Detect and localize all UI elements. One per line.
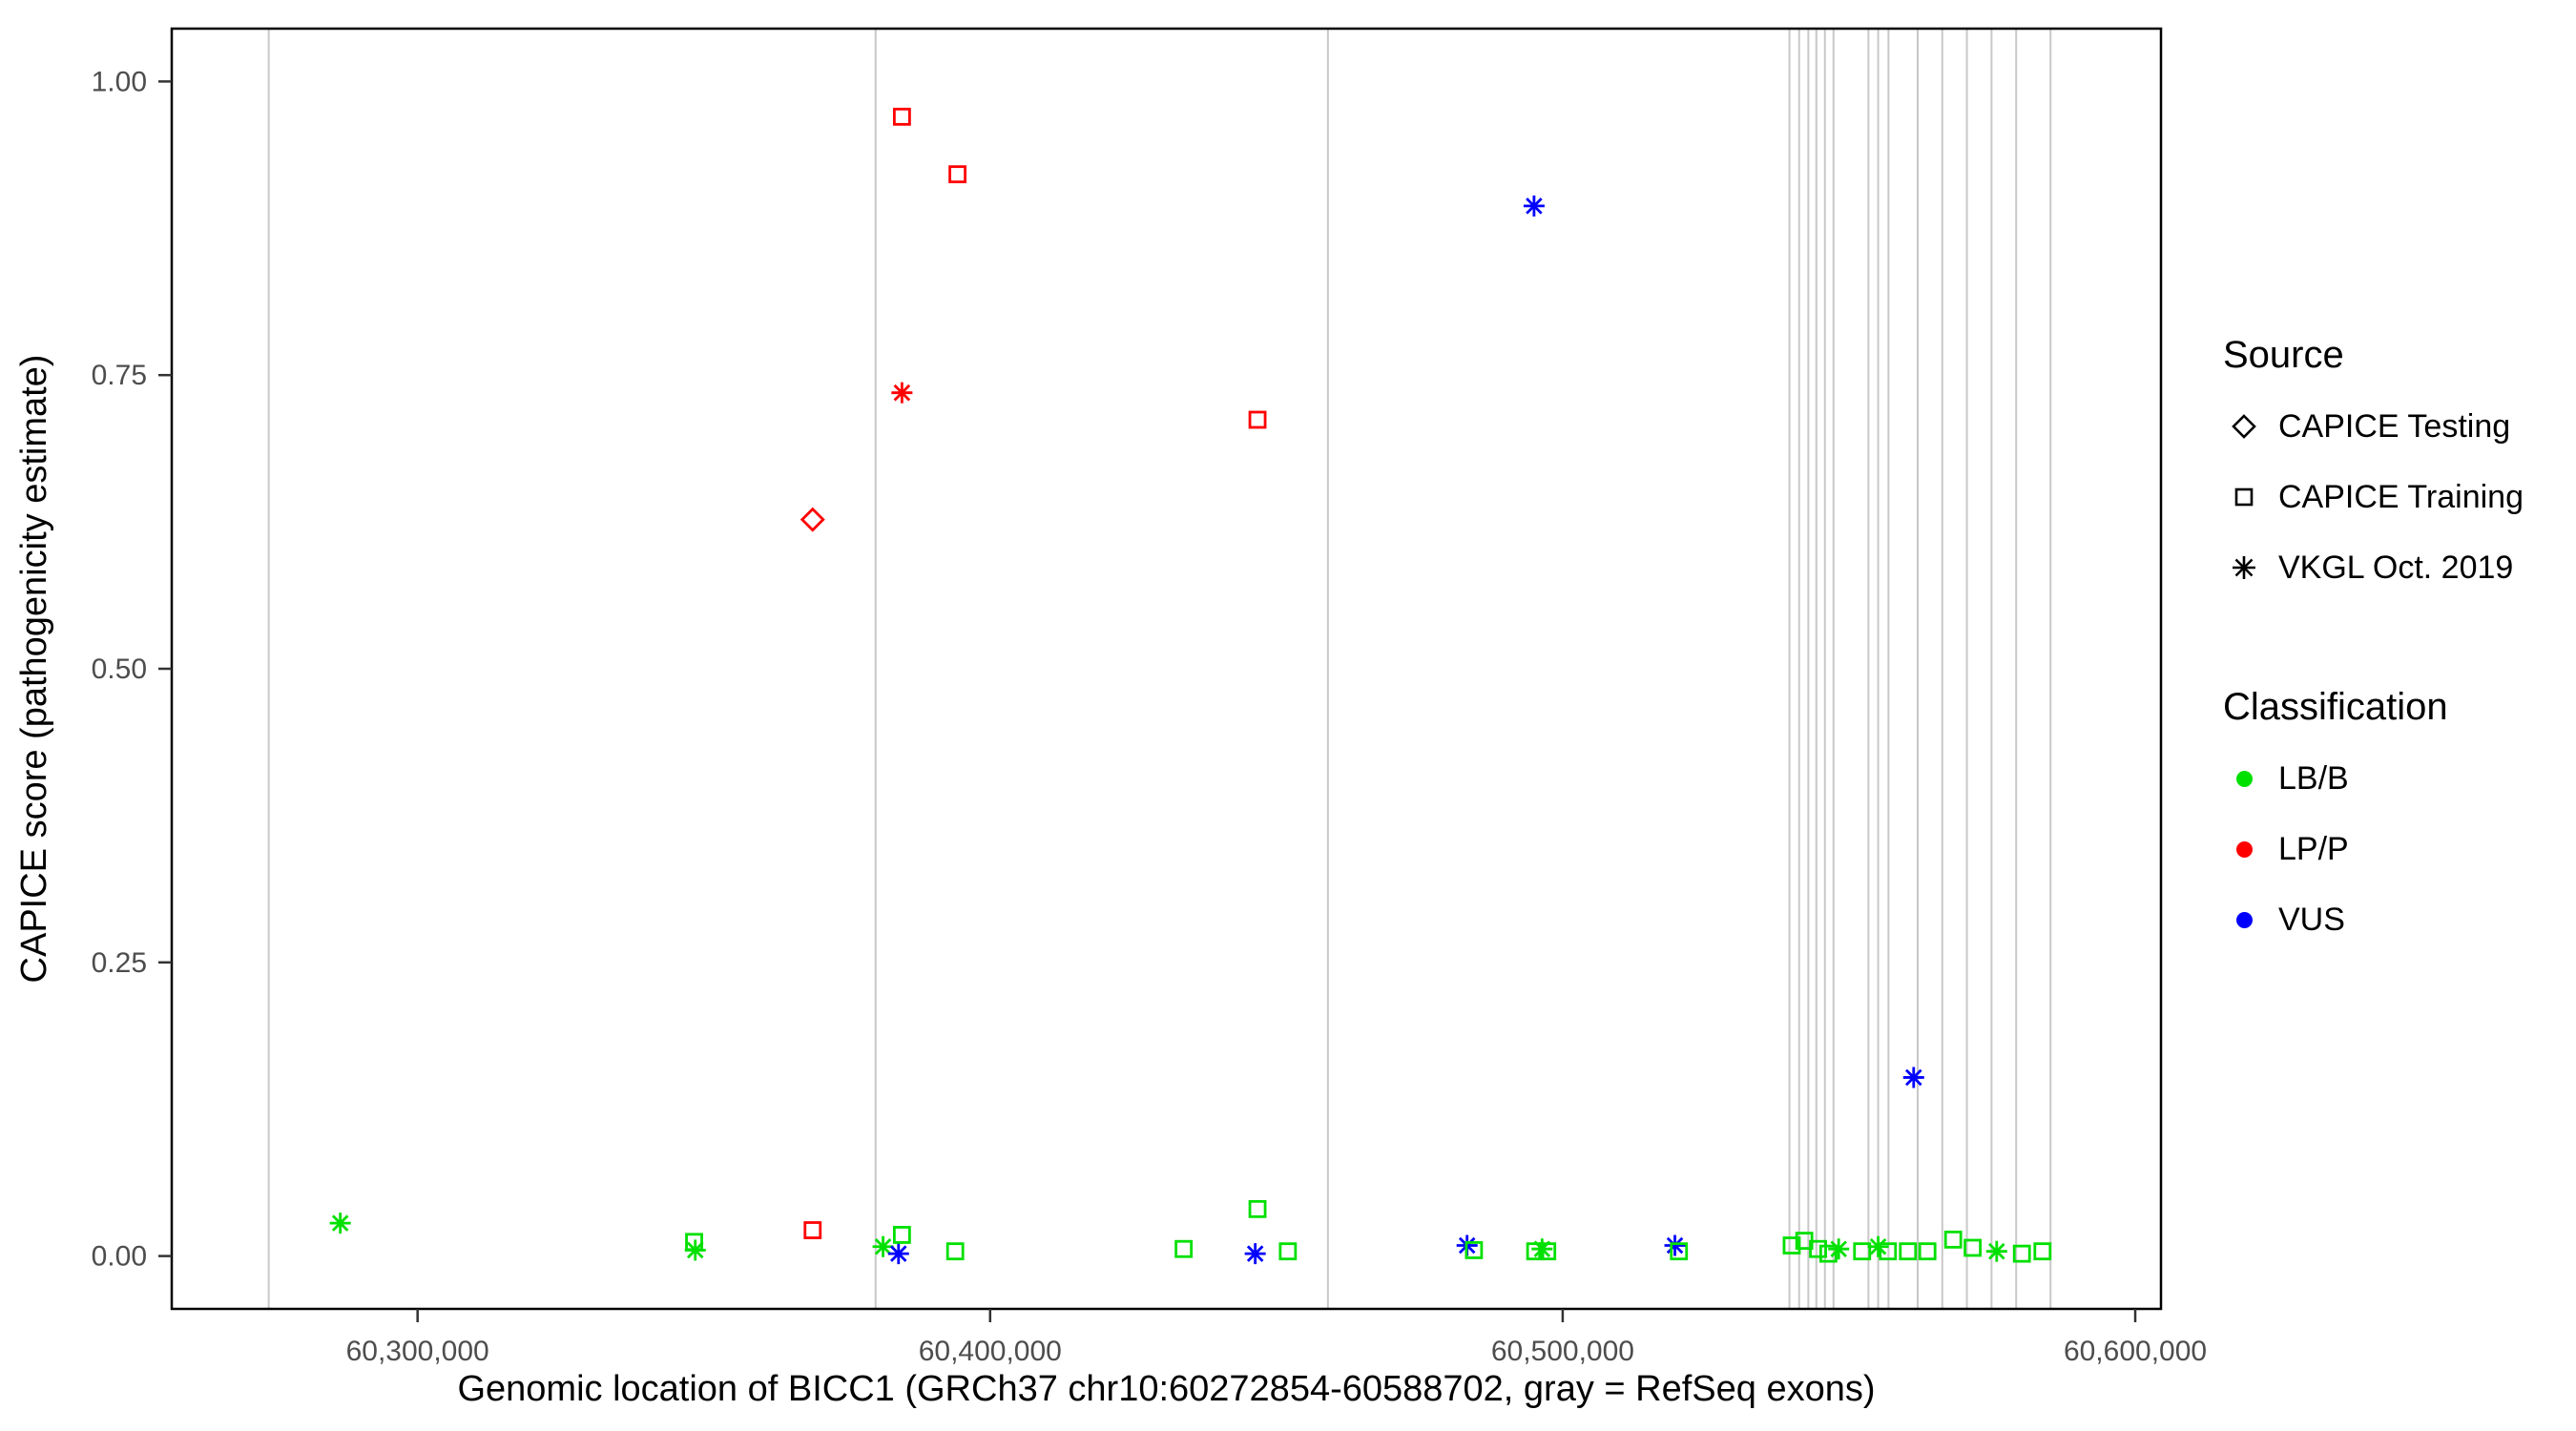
svg-text:CAPICE score (pathogenicity es: CAPICE score (pathogenicity estimate)	[14, 355, 54, 984]
svg-text:60,400,000: 60,400,000	[919, 1336, 1062, 1367]
legend-source-label: VKGL Oct. 2019	[2278, 549, 2514, 586]
legend-item-capice-training: CAPICE Training	[2223, 468, 2524, 526]
diamond-icon	[2223, 405, 2265, 447]
legend-classification-label: LB/B	[2278, 759, 2349, 797]
blue-dot-icon	[2223, 899, 2265, 941]
legend-item-vus: VUS	[2223, 891, 2524, 948]
red-dot-icon	[2223, 828, 2265, 870]
svg-text:Genomic location of BICC1 (GRC: Genomic location of BICC1 (GRCh37 chr10:…	[457, 1369, 1875, 1409]
legend-item-lpp: LP/P	[2223, 820, 2524, 878]
legend-classification-label: VUS	[2278, 901, 2345, 938]
svg-text:0.75: 0.75	[92, 360, 147, 391]
legend-item-vkgl: VKGL Oct. 2019	[2223, 539, 2524, 596]
legend-source: Source CAPICE Testing CAPICE Training	[2223, 334, 2524, 610]
svg-text:0.50: 0.50	[92, 653, 147, 685]
legend-item-capice-testing: CAPICE Testing	[2223, 398, 2524, 455]
svg-text:60,500,000: 60,500,000	[1491, 1336, 1634, 1367]
legend-source-label: CAPICE Testing	[2278, 407, 2511, 445]
legend-item-lbb: LB/B	[2223, 750, 2524, 807]
svg-text:60,300,000: 60,300,000	[346, 1336, 489, 1367]
svg-text:1.00: 1.00	[92, 66, 147, 97]
svg-text:0.00: 0.00	[92, 1241, 147, 1273]
legend-classification-label: LP/P	[2278, 830, 2349, 867]
scatter-plot: 60,300,000 60,400,000 60,500,000 60,600,000…	[14, 27, 2207, 1409]
square-icon	[2223, 476, 2265, 518]
svg-text:60,600,000: 60,600,000	[2064, 1336, 2207, 1367]
legend: Source CAPICE Testing CAPICE Training	[2223, 334, 2524, 962]
legend-source-label: CAPICE Training	[2278, 478, 2524, 515]
legend-classification-title: Classification	[2223, 686, 2448, 728]
green-dot-icon	[2223, 757, 2265, 799]
legend-classification: Classification LB/B LP/P VUS	[2223, 686, 2524, 962]
svg-text:0.25: 0.25	[92, 947, 147, 979]
legend-source-title: Source	[2223, 334, 2344, 376]
asterisk-icon	[2223, 547, 2265, 589]
